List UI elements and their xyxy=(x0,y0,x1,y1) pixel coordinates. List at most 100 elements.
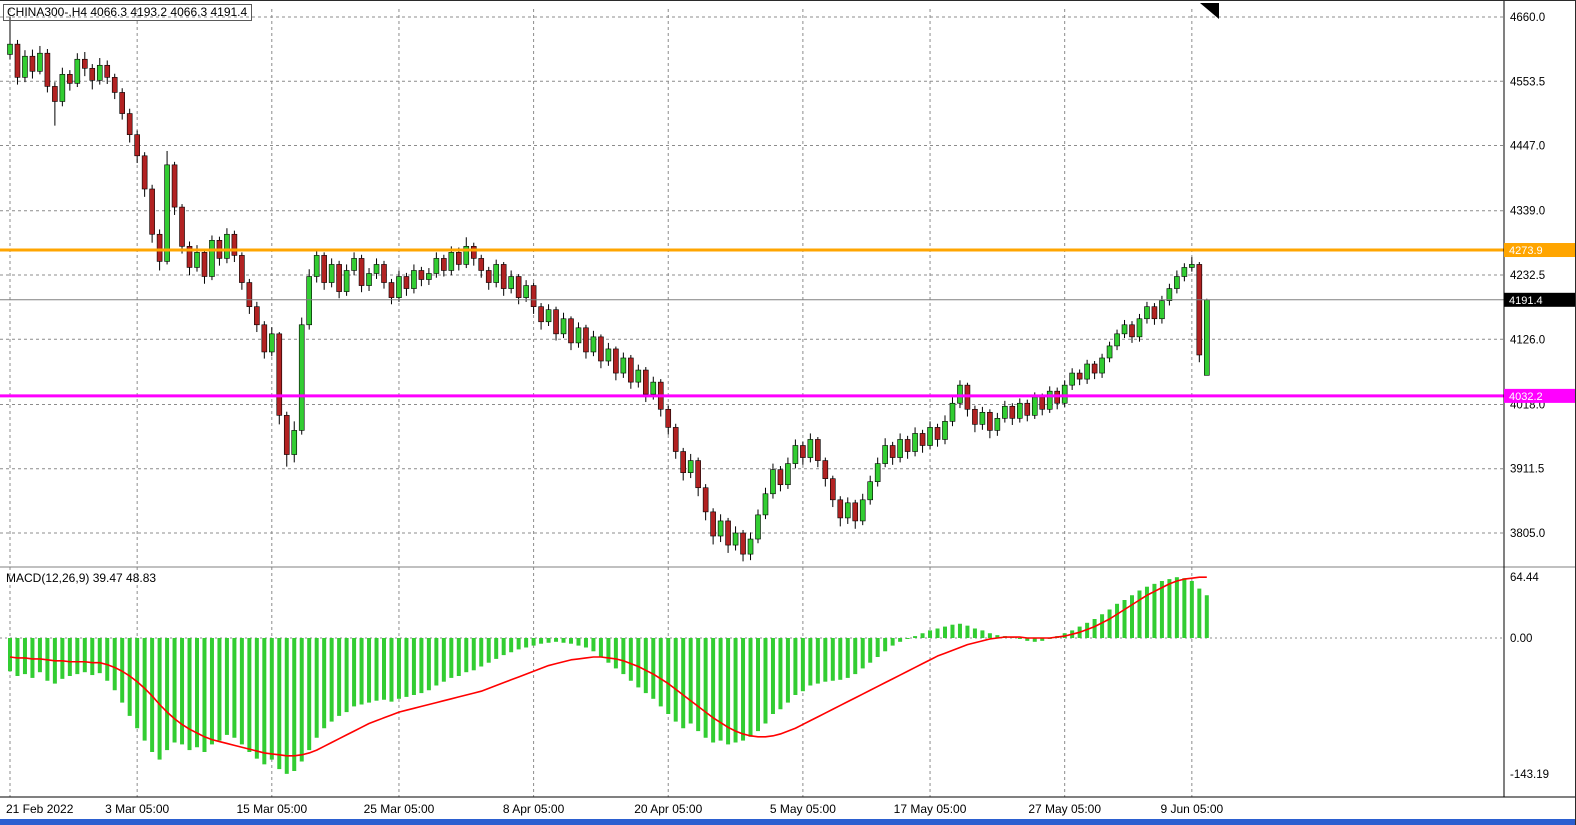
candle-down xyxy=(500,264,507,289)
macd-histogram-bar xyxy=(576,638,581,646)
candle-up xyxy=(590,336,597,353)
candle-down xyxy=(239,255,245,283)
candle-down xyxy=(934,427,941,440)
candle-up xyxy=(927,427,933,446)
time-axis-label: 20 Apr 05:00 xyxy=(634,802,702,816)
candle-up xyxy=(366,273,372,286)
candle-down xyxy=(321,255,327,283)
candle-up xyxy=(949,402,956,422)
candle-up xyxy=(605,348,612,362)
macd-histogram-bar xyxy=(823,638,828,682)
candle-up xyxy=(37,52,43,72)
candle-down xyxy=(777,469,784,486)
macd-histogram-bar xyxy=(90,638,95,676)
macd-histogram-bar xyxy=(434,638,439,686)
macd-histogram-bar xyxy=(1144,586,1149,638)
indicator-label: MACD(12,26,9) 39.47 48.83 xyxy=(6,571,156,585)
candle-down xyxy=(889,445,896,458)
price-axis-label: 4339.0 xyxy=(1510,206,1545,218)
price-axis-label: 3911.5 xyxy=(1510,464,1544,476)
macd-histogram-bar xyxy=(1204,595,1209,638)
candle-up xyxy=(874,463,881,483)
candle-up xyxy=(7,43,13,55)
candle-up xyxy=(268,333,275,353)
macd-histogram-bar xyxy=(726,638,731,745)
macd-histogram-bar xyxy=(1100,614,1105,638)
candle-down xyxy=(553,309,559,335)
macd-histogram-bar xyxy=(718,638,723,741)
candle-up xyxy=(620,357,627,374)
candle-up xyxy=(844,502,851,519)
candle-up xyxy=(194,252,200,268)
candle-down xyxy=(1039,396,1046,410)
candle-down xyxy=(231,233,238,256)
macd-histogram-bar xyxy=(838,638,843,680)
macd-histogram-bar xyxy=(269,638,274,760)
candle-up xyxy=(747,538,754,555)
candle-down xyxy=(418,270,425,280)
macd-histogram-bar xyxy=(569,638,573,644)
candle-up xyxy=(1106,345,1113,359)
macd-histogram-bar xyxy=(1025,638,1030,641)
time-axis-label: 3 Mar 05:00 xyxy=(105,802,169,816)
macd-histogram-bar xyxy=(352,638,357,707)
price-axis-label: 3805.0 xyxy=(1510,528,1545,540)
price-badge-support[interactable] xyxy=(1504,388,1576,403)
candle-down xyxy=(1009,405,1016,419)
time-axis-label: 27 May 05:00 xyxy=(1028,802,1101,816)
macd-histogram-bar xyxy=(22,638,27,675)
macd-histogram-bar xyxy=(456,638,461,676)
candle-up xyxy=(957,384,963,404)
candle-down xyxy=(246,282,253,307)
macd-histogram-bar xyxy=(367,638,372,703)
candle-up xyxy=(859,499,866,522)
candle-down xyxy=(276,333,283,416)
macd-histogram-bar xyxy=(733,638,738,743)
macd-histogram-bar xyxy=(1159,581,1164,638)
macd-histogram-bar xyxy=(187,638,192,751)
candle-up xyxy=(575,327,582,344)
candle-up xyxy=(1031,396,1038,416)
time-axis-label: 25 Mar 05:00 xyxy=(364,802,435,816)
macd-histogram-bar xyxy=(890,638,895,646)
price-badge-resistance[interactable] xyxy=(1504,243,1576,258)
macd-histogram-bar xyxy=(883,638,888,652)
candle-down xyxy=(470,246,477,259)
candle-down xyxy=(613,348,619,374)
macd-histogram-bar xyxy=(741,638,746,741)
candle-up xyxy=(1189,264,1195,268)
chart-title: CHINA300-,H4 4066.3 4193.2 4066.3 4191.4 xyxy=(3,4,253,21)
candle-up xyxy=(867,481,874,501)
candle-up xyxy=(979,411,986,425)
macd-histogram-bar xyxy=(314,638,319,738)
macd-histogram-bar xyxy=(464,638,469,673)
macd-histogram-bar xyxy=(643,638,648,694)
macd-histogram-bar xyxy=(1174,577,1179,638)
candle-up xyxy=(1166,288,1173,301)
macd-histogram-bar xyxy=(987,633,992,638)
macd-histogram-bar xyxy=(486,638,491,663)
candle-up xyxy=(224,233,230,259)
macd-histogram-bar xyxy=(875,638,880,657)
macd-histogram-bar xyxy=(501,638,506,656)
macd-histogram-bar xyxy=(800,638,805,692)
candle-down xyxy=(829,478,836,501)
macd-histogram-bar xyxy=(920,633,925,638)
macd-histogram-bar xyxy=(344,638,349,713)
candle-up xyxy=(897,439,903,458)
macd-histogram-bar xyxy=(666,638,671,714)
candle-up xyxy=(1046,390,1053,410)
macd-histogram-bar xyxy=(598,638,603,657)
candle-down xyxy=(1091,363,1098,374)
time-axis-label: 5 May 05:00 xyxy=(770,802,836,816)
time-axis-label: 17 May 05:00 xyxy=(894,802,967,816)
macd-histogram-bar xyxy=(97,638,102,674)
candle-down xyxy=(568,318,574,344)
macd-histogram-bar xyxy=(531,638,536,646)
candle-up xyxy=(1016,402,1023,419)
candle-up xyxy=(942,421,948,440)
price-badge-current-price[interactable] xyxy=(1504,292,1576,307)
macd-histogram-bar xyxy=(778,638,783,710)
